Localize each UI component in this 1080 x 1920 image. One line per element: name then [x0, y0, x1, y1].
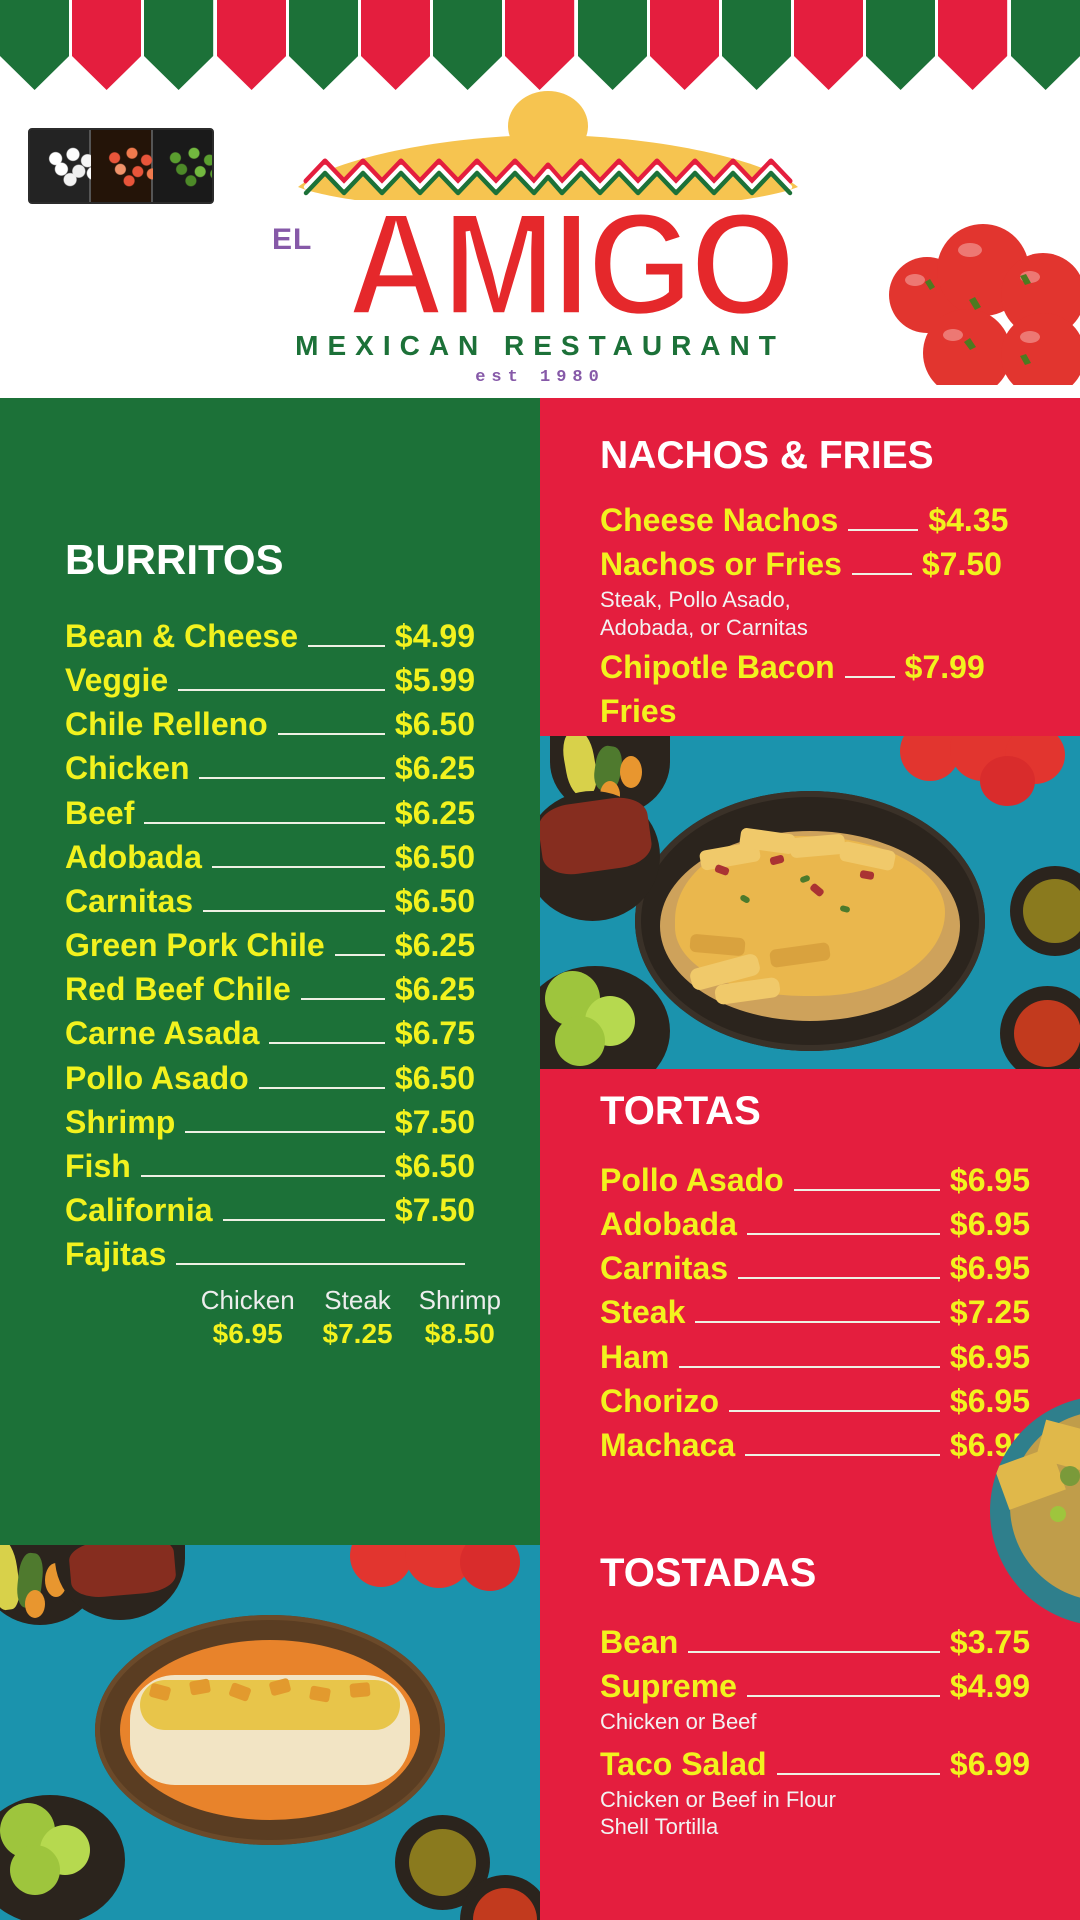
svg-text:AMIGO: AMIGO — [347, 198, 793, 346]
